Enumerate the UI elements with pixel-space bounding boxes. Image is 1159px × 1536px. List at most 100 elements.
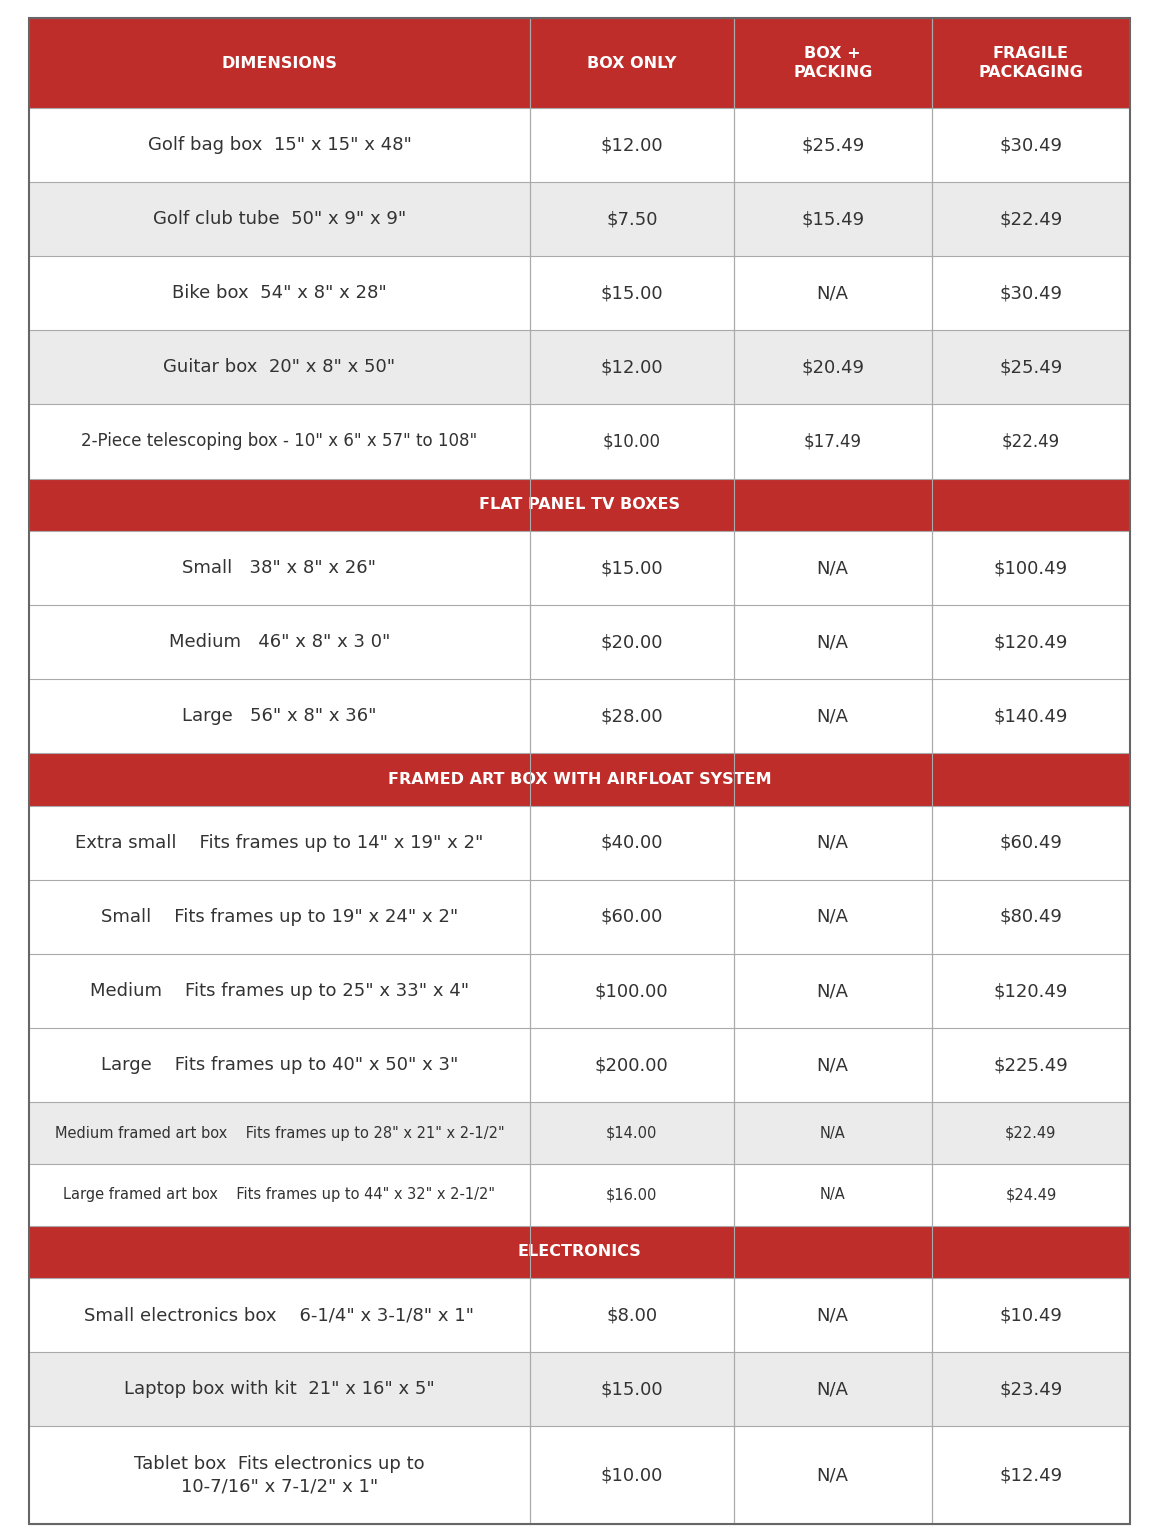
Bar xyxy=(530,1103,734,1164)
Text: $20.49: $20.49 xyxy=(801,358,865,376)
Bar xyxy=(734,679,932,753)
Text: $10.00: $10.00 xyxy=(600,1465,663,1484)
Text: $7.50: $7.50 xyxy=(606,210,657,229)
Text: N/A: N/A xyxy=(817,707,848,725)
Bar xyxy=(530,404,734,479)
Text: $17.49: $17.49 xyxy=(803,433,862,450)
Text: $16.00: $16.00 xyxy=(606,1187,657,1203)
Bar xyxy=(932,1278,1130,1352)
Text: Small electronics box    6-1/4" x 3-1/8" x 1": Small electronics box 6-1/4" x 3-1/8" x … xyxy=(85,1306,474,1324)
Text: $30.49: $30.49 xyxy=(999,137,1063,154)
Bar xyxy=(932,1103,1130,1164)
Text: Golf club tube  50" x 9" x 9": Golf club tube 50" x 9" x 9" xyxy=(153,210,406,229)
Text: DIMENSIONS: DIMENSIONS xyxy=(221,55,337,71)
Bar xyxy=(29,18,530,108)
Bar xyxy=(734,257,932,330)
Bar xyxy=(29,183,530,257)
Text: $100.49: $100.49 xyxy=(994,559,1067,578)
Bar xyxy=(29,605,530,679)
Text: Small   38" x 8" x 26": Small 38" x 8" x 26" xyxy=(182,559,377,578)
Bar xyxy=(530,18,734,108)
Bar xyxy=(734,330,932,404)
Bar xyxy=(530,1164,734,1226)
Bar xyxy=(29,404,530,479)
Text: N/A: N/A xyxy=(819,1126,846,1141)
Text: $30.49: $30.49 xyxy=(999,284,1063,303)
Bar xyxy=(29,1278,530,1352)
Bar xyxy=(932,1028,1130,1103)
Text: Medium    Fits frames up to 25" x 33" x 4": Medium Fits frames up to 25" x 33" x 4" xyxy=(90,982,469,1000)
Bar xyxy=(29,880,530,954)
Bar xyxy=(734,880,932,954)
Bar xyxy=(29,1164,530,1226)
Bar xyxy=(734,1352,932,1427)
Bar xyxy=(530,806,734,880)
Text: $15.49: $15.49 xyxy=(801,210,865,229)
Text: Guitar box  20" x 8" x 50": Guitar box 20" x 8" x 50" xyxy=(163,358,395,376)
Bar xyxy=(932,18,1130,108)
Bar xyxy=(530,880,734,954)
Bar xyxy=(734,1028,932,1103)
Bar xyxy=(932,954,1130,1028)
Text: $22.49: $22.49 xyxy=(1005,1126,1057,1141)
Text: N/A: N/A xyxy=(817,1465,848,1484)
Text: Bike box  54" x 8" x 28": Bike box 54" x 8" x 28" xyxy=(172,284,387,303)
Text: $22.49: $22.49 xyxy=(999,210,1063,229)
Bar xyxy=(29,257,530,330)
Bar xyxy=(29,1103,530,1164)
Bar xyxy=(29,330,530,404)
Bar xyxy=(29,108,530,183)
Text: $140.49: $140.49 xyxy=(993,707,1069,725)
Bar xyxy=(530,954,734,1028)
Text: N/A: N/A xyxy=(817,1306,848,1324)
Bar xyxy=(29,1352,530,1427)
Bar xyxy=(530,330,734,404)
Bar xyxy=(932,1427,1130,1524)
Bar xyxy=(932,605,1130,679)
Bar xyxy=(530,1427,734,1524)
Bar xyxy=(530,679,734,753)
Text: N/A: N/A xyxy=(817,633,848,651)
Text: N/A: N/A xyxy=(819,1187,846,1203)
Bar xyxy=(29,954,530,1028)
Text: Large   56" x 8" x 36": Large 56" x 8" x 36" xyxy=(182,707,377,725)
Bar xyxy=(29,1427,530,1524)
Bar xyxy=(734,806,932,880)
Bar xyxy=(932,880,1130,954)
Bar xyxy=(734,1427,932,1524)
Bar xyxy=(932,679,1130,753)
Text: BOX ONLY: BOX ONLY xyxy=(588,55,677,71)
Text: $15.00: $15.00 xyxy=(600,1381,663,1398)
Text: 2-Piece telescoping box - 10" x 6" x 57" to 108": 2-Piece telescoping box - 10" x 6" x 57"… xyxy=(81,433,478,450)
Bar xyxy=(29,1028,530,1103)
Bar xyxy=(932,806,1130,880)
Bar xyxy=(932,257,1130,330)
Text: $20.00: $20.00 xyxy=(600,633,663,651)
Text: $28.00: $28.00 xyxy=(600,707,663,725)
Text: $22.49: $22.49 xyxy=(1001,433,1060,450)
Bar xyxy=(29,679,530,753)
Bar xyxy=(530,531,734,605)
Bar xyxy=(932,183,1130,257)
Text: FRAMED ART BOX WITH AIRFLOAT SYSTEM: FRAMED ART BOX WITH AIRFLOAT SYSTEM xyxy=(388,773,771,786)
Text: $12.00: $12.00 xyxy=(600,358,663,376)
Text: FLAT PANEL TV BOXES: FLAT PANEL TV BOXES xyxy=(479,498,680,511)
Text: $10.00: $10.00 xyxy=(603,433,661,450)
Text: $25.49: $25.49 xyxy=(801,137,865,154)
Bar xyxy=(734,1278,932,1352)
Bar xyxy=(932,1352,1130,1427)
Text: Medium   46" x 8" x 3 0": Medium 46" x 8" x 3 0" xyxy=(169,633,391,651)
Bar xyxy=(530,183,734,257)
Bar xyxy=(29,531,530,605)
Text: $24.49: $24.49 xyxy=(1005,1187,1057,1203)
Text: N/A: N/A xyxy=(817,559,848,578)
Bar xyxy=(932,330,1130,404)
Text: Golf bag box  15" x 15" x 48": Golf bag box 15" x 15" x 48" xyxy=(147,137,411,154)
Bar xyxy=(734,954,932,1028)
Bar xyxy=(530,1278,734,1352)
Text: N/A: N/A xyxy=(817,908,848,926)
Text: FRAGILE
PACKAGING: FRAGILE PACKAGING xyxy=(978,46,1084,80)
Bar xyxy=(932,404,1130,479)
Text: N/A: N/A xyxy=(817,834,848,852)
Bar xyxy=(734,1103,932,1164)
